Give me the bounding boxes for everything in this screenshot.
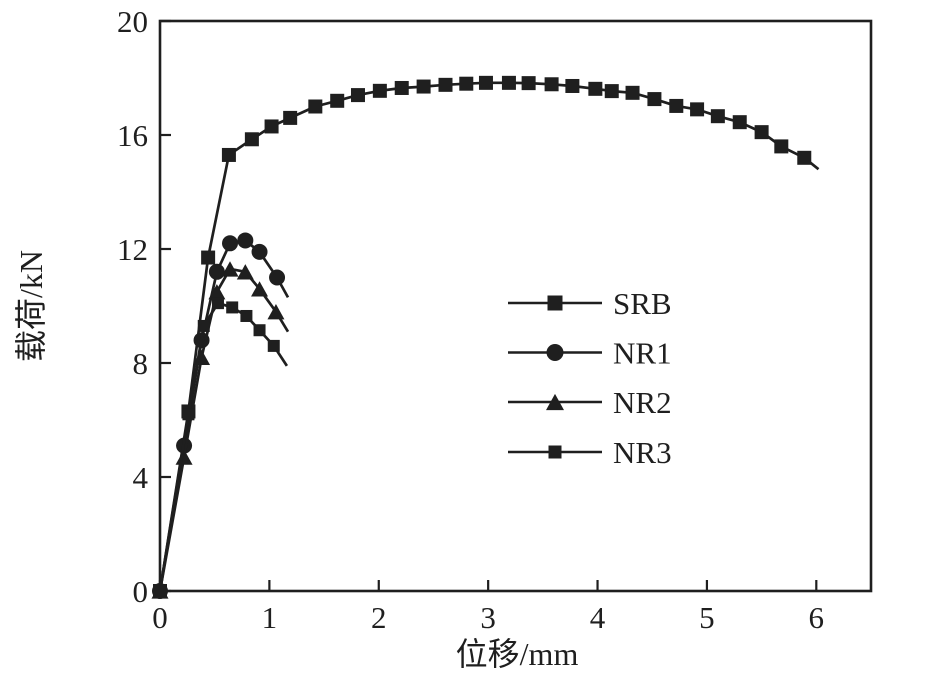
series-marker-SRB-square	[283, 110, 298, 125]
series-marker-NR3-square	[197, 319, 210, 332]
y-tick-label: 4	[133, 460, 149, 495]
series-marker-SRB-square	[264, 119, 279, 134]
series-marker-SRB-square	[438, 77, 453, 92]
series-marker-SRB-square	[732, 115, 747, 130]
series-marker-SRB-square	[350, 88, 365, 103]
plot-border	[158, 19, 873, 593]
x-tick-label: 1	[262, 600, 278, 635]
series-marker-NR2-triangle	[267, 304, 285, 320]
series-marker-SRB-square	[604, 84, 619, 99]
x-axis-title: 位移/mm	[456, 636, 579, 672]
series-marker-SRB-square	[330, 93, 345, 108]
series-marker-SRB-square	[588, 81, 603, 96]
series-line-NR1	[158, 239, 290, 592]
series-marker-SRB-square	[647, 92, 662, 107]
series-marker-SRB-square	[565, 78, 580, 93]
x-tick-label: 4	[590, 600, 606, 635]
y-tick-label: 8	[133, 346, 149, 381]
series-marker-SRB-square	[372, 83, 387, 98]
x-tick-label: 0	[152, 600, 168, 635]
series-marker-SRB-square	[521, 76, 536, 91]
series-marker-NR2-triangle	[236, 264, 254, 280]
y-tick-label: 12	[117, 232, 148, 267]
x-tick-label: 6	[809, 600, 825, 635]
series-marker-SRB-square	[416, 79, 431, 94]
series-marker-SRB-square	[754, 125, 769, 140]
x-tick-label: 2	[371, 600, 387, 635]
series-marker-NR1-circle	[251, 243, 268, 260]
series-marker-SRB-square	[308, 99, 323, 114]
series-marker-NR3-square	[154, 585, 166, 597]
series-marker-NR2-triangle	[251, 281, 269, 297]
series-marker-NR3-square	[253, 324, 266, 337]
series-marker-NR3-square	[182, 408, 195, 421]
legend-marker-SRB-square	[547, 295, 563, 311]
series-marker-NR3-square	[226, 301, 239, 314]
series-marker-SRB-square	[501, 75, 516, 90]
series-marker-SRB-square	[797, 150, 812, 165]
series-marker-SRB-square	[394, 80, 409, 95]
series-marker-SRB-square	[710, 109, 725, 124]
series-marker-SRB-square	[690, 102, 705, 117]
series-marker-SRB-square	[774, 139, 789, 154]
legend-label-NR2: NR2	[613, 385, 672, 420]
series-marker-SRB-square	[478, 75, 493, 90]
series-marker-NR1-circle	[208, 263, 225, 280]
series-marker-NR2-triangle	[175, 449, 193, 465]
legend-label-SRB: SRB	[613, 286, 672, 321]
y-tick-label: 20	[117, 4, 148, 39]
series-marker-SRB-square	[625, 85, 640, 100]
series-marker-NR2-triangle	[221, 261, 239, 277]
legend-marker-NR3-square	[548, 445, 562, 459]
series-marker-NR1-circle	[237, 232, 254, 249]
series-marker-SRB-square	[244, 132, 259, 147]
series-marker-NR3-square	[267, 339, 280, 352]
y-axis-title: 载荷/kN	[13, 250, 49, 362]
series-marker-NR1-circle	[269, 269, 286, 286]
series-marker-SRB-square	[459, 76, 474, 91]
series-marker-SRB-square	[544, 77, 559, 92]
series-marker-SRB-square	[201, 250, 216, 265]
x-tick-label: 5	[699, 600, 715, 635]
legend-label-NR3: NR3	[613, 435, 672, 470]
series-marker-SRB-square	[669, 98, 684, 113]
series-marker-NR1-circle	[222, 235, 239, 252]
series-marker-NR2-triangle	[208, 284, 226, 300]
y-tick-label: 0	[133, 574, 149, 609]
x-tick-label: 3	[480, 600, 496, 635]
series-marker-SRB-square	[221, 147, 236, 162]
legend-marker-NR2-triangle	[546, 393, 564, 411]
series-line-SRB	[158, 81, 820, 592]
legend-marker-NR1-circle	[546, 344, 564, 361]
legend-label-NR1: NR1	[613, 336, 672, 371]
series-marker-NR3-square	[211, 297, 224, 310]
series-marker-NR3-square	[240, 309, 253, 322]
y-tick-label: 16	[117, 118, 148, 153]
